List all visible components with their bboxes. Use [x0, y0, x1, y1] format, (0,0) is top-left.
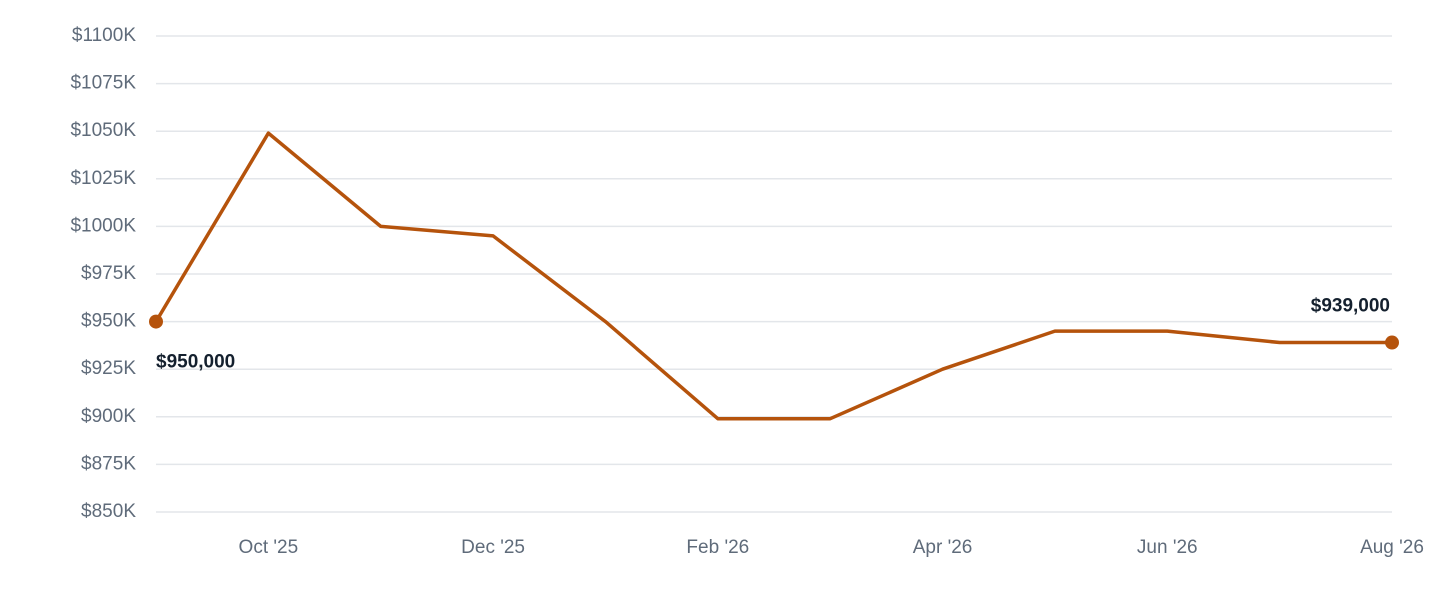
- y-tick-label: $1050K: [70, 120, 136, 141]
- y-tick-label: $900K: [81, 406, 136, 427]
- y-tick-label: $1075K: [70, 73, 136, 94]
- value-label: $939,000: [1311, 296, 1390, 317]
- value-label: $950,000: [156, 352, 235, 373]
- point: [149, 314, 163, 329]
- y-tick-label: $950K: [81, 311, 136, 332]
- point: [1385, 335, 1399, 350]
- y-tick-label: $975K: [81, 263, 136, 284]
- x-tick-label: Apr '26: [913, 537, 973, 558]
- y-tick-label: $850K: [81, 501, 136, 522]
- y-tick-label: $1025K: [70, 168, 136, 189]
- x-tick-label: Aug '26: [1360, 537, 1424, 558]
- y-tick-label: $925K: [81, 358, 136, 379]
- x-tick-label: Jun '26: [1137, 537, 1198, 558]
- y-tick-label: $1100K: [72, 25, 136, 46]
- line: [154, 131, 1392, 421]
- x-tick-label: Oct '25: [239, 537, 299, 558]
- y-tick-label: $1000K: [70, 215, 136, 236]
- x-tick-label: Feb '26: [686, 537, 749, 558]
- y-tick-label: $875K: [81, 453, 136, 474]
- x-tick-label: Dec '25: [461, 537, 525, 558]
